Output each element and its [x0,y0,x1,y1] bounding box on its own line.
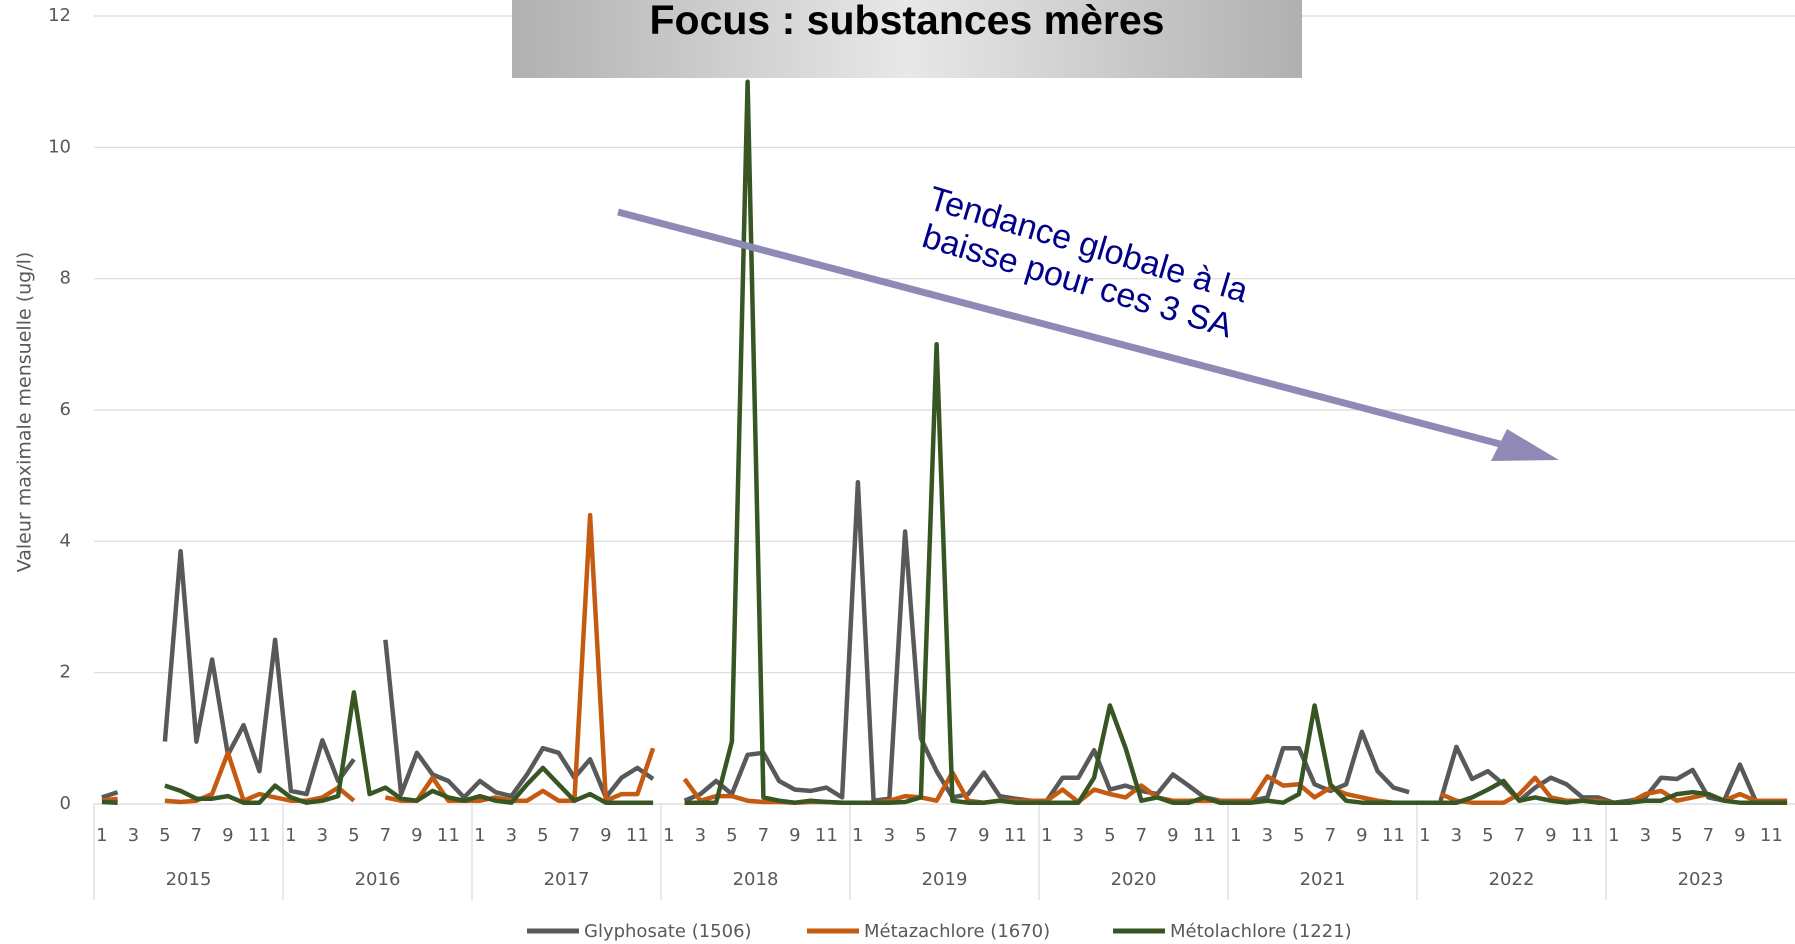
x-tick-label: 5 [915,825,926,846]
x-tick-label: 5 [348,825,359,846]
x-tick-label: 11 [626,825,649,846]
x-tick-label: 3 [128,825,139,846]
x-tick-label: 7 [191,825,202,846]
x-tick-label: 9 [1167,825,1178,846]
data-line [101,479,1788,805]
x-tick-label: 5 [726,825,737,846]
year-label: 2022 [1489,869,1535,890]
x-tick-label: 9 [222,825,233,846]
y-axis-title: Valeur maximale mensuelle (ug/l) [14,252,36,573]
x-tick-label: 1 [1041,825,1052,846]
x-tick-label: 7 [380,825,391,846]
year-label: 2015 [166,869,212,890]
y-tick-label: 8 [60,268,71,289]
year-label: 2023 [1678,869,1724,890]
x-tick-label: 9 [1545,825,1556,846]
x-tick-label: 7 [1514,825,1525,846]
x-tick-label: 11 [1193,825,1216,846]
x-tick-label: 5 [1293,825,1304,846]
chart-title: Focus : substances mères [650,0,1165,43]
x-tick-label: 9 [600,825,611,846]
year-label: 2017 [544,869,590,890]
x-tick-label: 7 [1703,825,1714,846]
x-tick-label: 9 [1356,825,1367,846]
year-label: 2018 [733,869,779,890]
title-box [512,0,1302,78]
x-tick-label: 5 [1104,825,1115,846]
x-tick-label: 1 [474,825,485,846]
x-tick-label: 9 [1734,825,1745,846]
y-tick-label: 10 [48,136,71,157]
x-tick-label: 1 [1230,825,1241,846]
data-line [101,79,1788,805]
x-tick-label: 7 [1325,825,1336,846]
x-tick-label: 11 [815,825,838,846]
legend-label: Métolachlore (1221) [1170,921,1352,942]
x-tick-label: 11 [1382,825,1405,846]
trend-arrowhead [1491,429,1559,461]
x-tick-label: 3 [1073,825,1084,846]
y-tick-label: 12 [48,5,71,26]
x-tick-label: 1 [663,825,674,846]
x-tick-label: 1 [1419,825,1430,846]
x-tick-label: 1 [1608,825,1619,846]
y-tick-label: 6 [60,399,71,420]
x-tick-label: 11 [248,825,271,846]
x-tick-label: 7 [1136,825,1147,846]
legend-label: Glyphosate (1506) [584,921,752,942]
x-tick-label: 5 [159,825,170,846]
x-tick-label: 9 [789,825,800,846]
x-tick-label: 3 [506,825,517,846]
x-tick-label: 3 [1640,825,1651,846]
y-tick-label: 4 [60,530,71,551]
x-tick-label: 11 [1571,825,1594,846]
x-tick-label: 3 [695,825,706,846]
x-tick-label: 11 [437,825,460,846]
x-tick-label: 7 [758,825,769,846]
year-label: 2020 [1111,869,1157,890]
x-tick-label: 9 [978,825,989,846]
annotation: Tendance globale à la baisse pour ces 3 … [918,179,1252,345]
legend-label: Métazachlore (1670) [864,921,1050,942]
x-tick-label: 3 [884,825,895,846]
x-tick-label: 11 [1760,825,1783,846]
x-tick-label: 5 [1671,825,1682,846]
data-line [101,512,1788,805]
x-tick-label: 7 [569,825,580,846]
x-tick-label: 3 [1451,825,1462,846]
x-tick-label: 1 [96,825,107,846]
x-tick-label: 1 [852,825,863,846]
x-tick-label: 9 [411,825,422,846]
trend-arrow [617,208,1501,448]
x-tick-label: 5 [537,825,548,846]
x-tick-label: 3 [317,825,328,846]
y-tick-label: 0 [60,793,71,814]
x-tick-label: 11 [1004,825,1027,846]
year-label: 2021 [1300,869,1346,890]
x-tick-label: 3 [1262,825,1273,846]
x-tick-label: 1 [285,825,296,846]
year-label: 2016 [355,869,401,890]
x-tick-label: 5 [1482,825,1493,846]
year-label: 2019 [922,869,968,890]
y-tick-label: 2 [60,662,71,683]
x-tick-label: 7 [947,825,958,846]
